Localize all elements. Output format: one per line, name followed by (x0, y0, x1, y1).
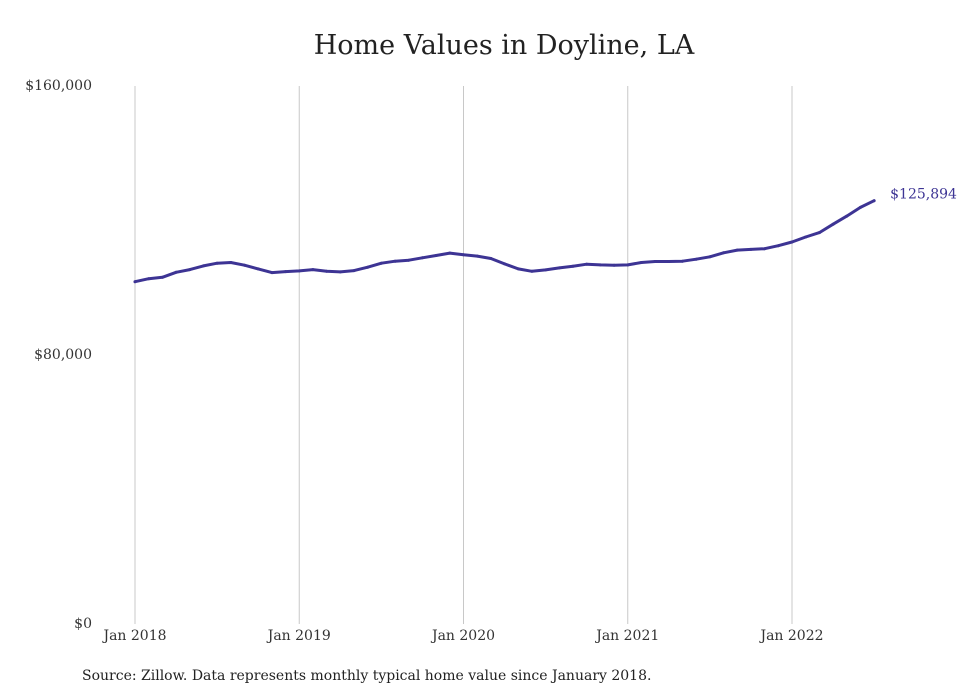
data-point (571, 264, 575, 268)
data-point (352, 269, 356, 273)
data-point (434, 254, 438, 257)
data-point (667, 260, 671, 263)
data-point (845, 214, 849, 218)
data-point (612, 263, 616, 267)
x-tick-label: Jan 2019 (266, 628, 331, 644)
data-point (325, 269, 329, 273)
y-tick-label: $0 (74, 616, 92, 632)
x-tick-label: Jan 2018 (101, 628, 166, 644)
data-point (489, 257, 493, 260)
data-point (284, 270, 288, 274)
data-point (420, 256, 424, 260)
data-point (653, 260, 657, 263)
data-point (133, 280, 137, 284)
data-point (817, 231, 821, 235)
data-point (804, 235, 808, 239)
data-point (544, 268, 548, 272)
data-point (763, 247, 767, 251)
data-point (694, 257, 698, 261)
data-point (379, 261, 383, 265)
data-point (215, 261, 219, 265)
data-point (776, 244, 780, 248)
data-point (270, 271, 274, 275)
chart-title: Home Values in Doyline, LA (313, 30, 695, 61)
gridlines (134, 86, 793, 624)
data-point (448, 251, 452, 255)
data-point (722, 251, 726, 255)
y-tick-label: $160,000 (25, 78, 92, 94)
data-point (872, 199, 876, 203)
data-point (681, 259, 684, 263)
data-point (475, 254, 479, 258)
data-point (243, 263, 246, 267)
data-point (831, 222, 835, 226)
data-point (557, 266, 561, 270)
data-point (366, 265, 370, 269)
data-point (338, 270, 342, 274)
end-value-label: $125,894 (890, 187, 957, 203)
data-point (201, 264, 205, 268)
data-point (229, 261, 233, 264)
x-tick-label: Jan 2022 (758, 628, 823, 644)
data-point (311, 268, 315, 272)
data-point (407, 258, 411, 262)
data-point (626, 263, 630, 267)
data-point (516, 267, 520, 271)
data-point (462, 253, 465, 257)
series-line (133, 199, 876, 284)
source-note: Source: Zillow. Data represents monthly … (82, 668, 652, 684)
data-point (708, 255, 712, 259)
data-point (735, 248, 739, 252)
data-point (530, 269, 534, 273)
data-point (790, 240, 794, 244)
y-tick-label: $80,000 (34, 347, 92, 363)
data-point (256, 267, 260, 271)
x-tick-label: Jan 2021 (594, 628, 659, 644)
x-axis-ticks: Jan 2018 Jan 2019 Jan 2020 Jan 2021 Jan 2022 (101, 628, 823, 644)
data-point (503, 262, 507, 266)
x-tick-label: Jan 2020 (430, 628, 495, 644)
data-point (160, 275, 164, 279)
data-point (174, 270, 178, 274)
data-point (393, 259, 397, 263)
data-point (297, 269, 301, 273)
data-point (585, 262, 589, 266)
data-point (639, 261, 643, 264)
data-point (147, 277, 151, 281)
data-point (188, 268, 192, 272)
y-axis-ticks: $0 $80,000 $160,000 (25, 78, 92, 632)
series-layer: $125,894 (133, 187, 957, 284)
data-point (749, 247, 753, 251)
data-point (598, 263, 602, 267)
data-point (858, 205, 862, 209)
